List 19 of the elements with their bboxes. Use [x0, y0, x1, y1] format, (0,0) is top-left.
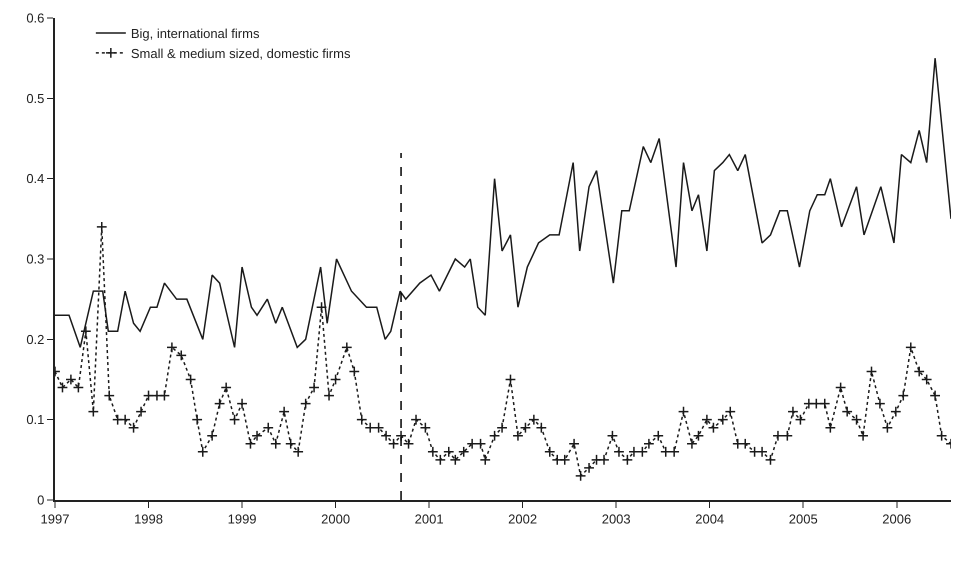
x-tick-label: 2006 — [882, 512, 912, 527]
x-tick-label: 2000 — [321, 512, 350, 527]
y-tick-label: 0.4 — [26, 171, 44, 186]
x-tick-label: 2002 — [508, 512, 538, 527]
x-tick-label: 1998 — [134, 512, 163, 527]
y-tick-label: 0.1 — [26, 412, 44, 428]
x-tick-label: 2001 — [414, 512, 444, 527]
y-tick-label: 0.3 — [26, 252, 44, 267]
y-tick-label: 0.5 — [26, 90, 44, 106]
legend-label: Small & medium sized, domestic firms — [130, 46, 351, 61]
x-tick-label: 2003 — [602, 512, 631, 527]
y-tick-label: 0 — [37, 492, 44, 508]
legend-label: Big, international firms — [130, 26, 260, 42]
x-tick-label: 1999 — [228, 512, 257, 527]
y-tick-label: 0.6 — [26, 10, 44, 26]
x-tick-label: 2004 — [695, 512, 724, 527]
x-tick-label: 1997 — [40, 512, 70, 527]
x-tick-label: 2005 — [788, 512, 818, 527]
y-tick-label: 0.2 — [26, 332, 44, 347]
